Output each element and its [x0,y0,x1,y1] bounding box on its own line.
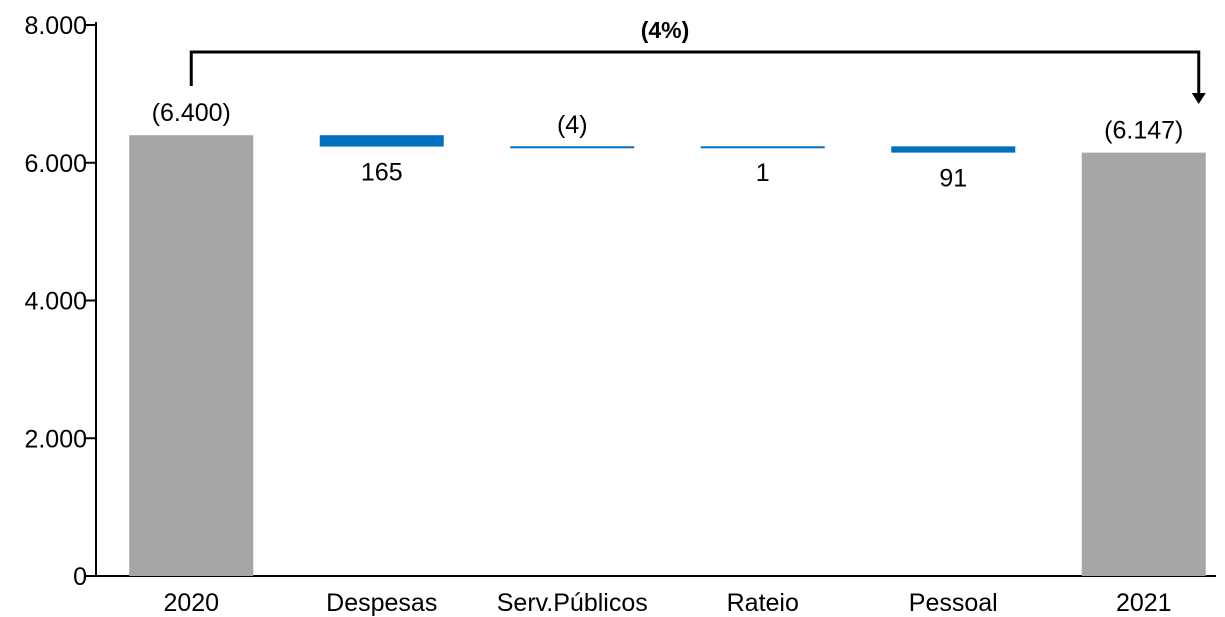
x-tick-label: Despesas [326,589,437,617]
data-label: (6.147) [1104,117,1183,145]
data-label: (4) [557,111,588,139]
y-tick-label: 8.000 [24,12,87,40]
y-tick-label: 4.000 [24,288,87,316]
y-tick-label: 6.000 [24,150,87,178]
y-tick-label: 0 [73,563,87,591]
x-tick-label: 2021 [1116,589,1172,617]
bar-2021 [1081,152,1206,577]
x-tick-label: 2020 [163,589,219,617]
arrow-head-icon [1191,93,1206,104]
bar-rateio [700,146,825,149]
x-tick-label: Rateio [727,589,799,617]
change-bracket: (4%) [189,17,1206,104]
data-label: 165 [361,159,403,187]
x-tick-label: Pessoal [909,589,998,617]
bar-2020 [129,135,254,576]
y-axis: 0 2.000 4.000 6.000 8.000 [24,12,97,591]
bracket-label: (4%) [641,17,690,43]
data-label: 1 [756,159,770,187]
data-label: 91 [939,165,967,193]
x-tick-label: Serv.Públicos [497,589,648,617]
bars [129,135,1206,577]
x-axis: 2020 Despesas Serv.Públicos Rateio Pessoal 20… [96,575,1216,617]
data-labels: (6.400) 165 (4) 1 91 (6.147) [152,99,1184,192]
bracket-line [189,50,1201,96]
y-tick-label: 2.000 [24,425,87,453]
bar-pessoal [891,146,1016,153]
bar-despesas [319,135,444,147]
bar-serv-p-blicos [510,146,635,149]
data-label: (6.400) [152,99,231,127]
